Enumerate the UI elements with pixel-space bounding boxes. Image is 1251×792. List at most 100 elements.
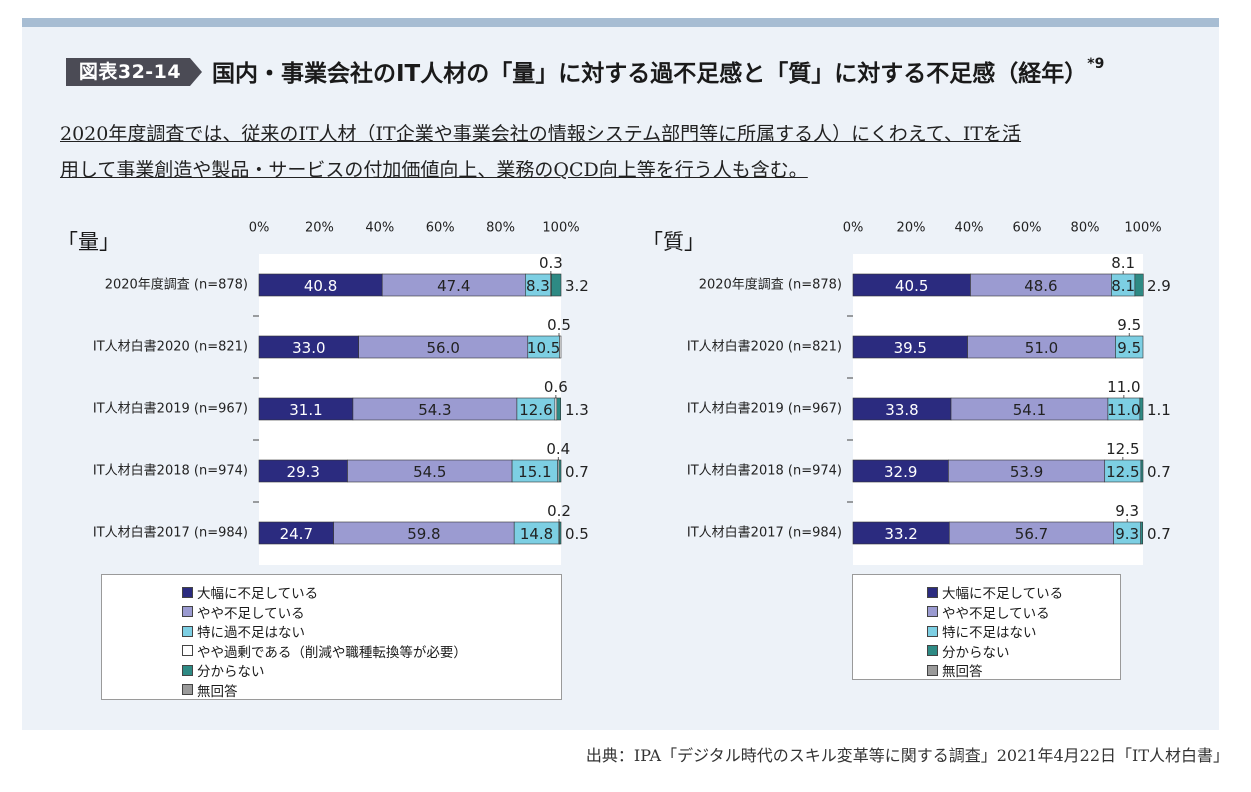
x-tick-label-quantity: 40%	[365, 221, 394, 236]
bar-data-label-quality: 12.5	[1106, 463, 1139, 481]
bar-data-label-quality: 33.8	[885, 401, 918, 419]
legend-swatch-quantity	[182, 625, 193, 637]
bar-data-label-quality: 54.1	[1013, 401, 1046, 419]
category-label-quality: IT人材白書2018 (n=974)	[687, 463, 842, 479]
legend-item-quality: 特に不足はない	[927, 621, 1037, 641]
bar-data-label-quantity: 40.8	[304, 277, 337, 295]
legend-label-quantity: 大幅に不足している	[197, 586, 319, 602]
x-tick-label-quantity: 80%	[486, 221, 515, 236]
category-label-quantity: 2020年度調査 (n=878)	[105, 277, 248, 293]
legend-item-quantity: 無回答	[182, 680, 238, 700]
legend-label-quantity: 分からない	[197, 664, 265, 680]
category-label-quality: IT人材白書2019 (n=967)	[687, 401, 842, 417]
bar-segment-quality	[1139, 397, 1144, 421]
chart-title-quantity: 「量」	[57, 230, 120, 254]
category-label-quantity: IT人材白書2017 (n=984)	[93, 525, 248, 541]
bar-data-label-quantity: 10.5	[527, 339, 560, 357]
bar-segment-quality	[1134, 273, 1144, 297]
legend-label-quantity: やや過剰である（削減や職種転換等が必要）	[197, 644, 467, 661]
x-tick-label-quality: 40%	[955, 221, 984, 236]
legend-label-quantity: やや不足している	[197, 605, 305, 622]
bar-data-label-quantity: 8.3	[526, 277, 550, 295]
bar-data-label-quality: 11.0	[1107, 401, 1140, 419]
bar-data-label-quantity: 14.8	[520, 525, 553, 543]
legend-swatch-quality	[927, 586, 938, 598]
figure-title: 国内・事業会社のIT人材の「量」に対する過不足感と「質」に対する不足感（経年）*…	[212, 54, 1104, 88]
legend-swatch-quality	[927, 606, 938, 617]
bar-data-label-right-quality: 0.7	[1147, 525, 1171, 543]
bar-data-label-quantity: 24.7	[280, 525, 313, 543]
legend-swatch-quantity	[182, 606, 193, 617]
x-tick-label-quality: 100%	[1124, 221, 1161, 236]
figure-number-badge	[66, 58, 202, 86]
bar-segment-quantity	[556, 397, 561, 421]
legend-item-quality: やや不足している	[927, 602, 1050, 622]
bar-data-label-quality: 9.3	[1115, 525, 1139, 543]
legend-label-quality: 無回答	[942, 664, 983, 680]
source-citation: 出典：IPA「デジタル時代のスキル変革等に関する調査」2021年4月22日「IT…	[585, 746, 1229, 765]
bar-segment-quantity	[551, 273, 562, 297]
legend-swatch-quantity	[182, 586, 193, 598]
bar-data-label-right-quality: 1.1	[1147, 401, 1171, 419]
bar-data-label-top-quantity: 0.3	[539, 254, 563, 272]
bar-data-label-quality: 51.0	[1025, 339, 1058, 357]
legend-item-quality: 無回答	[927, 660, 983, 680]
category-label-quantity: IT人材白書2020 (n=821)	[93, 339, 248, 355]
x-tick-label-quantity: 0%	[249, 221, 270, 236]
chart-title-quality: 「質」	[642, 230, 705, 254]
bar-data-label-quantity: 54.3	[418, 401, 451, 419]
bar-data-label-quality: 40.5	[895, 277, 928, 295]
bar-data-label-quantity: 54.5	[413, 463, 446, 481]
bar-data-label-quantity: 29.3	[287, 463, 320, 481]
bar-data-label-quality: 39.5	[894, 339, 927, 357]
figure-note-line-2: 用して事業創造や製品・サービスの付加価値向上、業務のQCD向上等を行う人も含む。	[60, 159, 808, 181]
bar-data-label-quality: 56.7	[1015, 525, 1048, 543]
bar-data-label-quantity: 47.4	[437, 277, 470, 295]
bar-data-label-top-quality: 9.5	[1117, 316, 1141, 334]
figure-top-bar	[22, 18, 1219, 27]
legend-label-quality: 特に不足はない	[942, 625, 1037, 641]
bar-data-label-right-quantity: 1.3	[565, 401, 589, 419]
legend-item-quality: 分からない	[927, 641, 1010, 661]
bar-segment-quantity	[558, 459, 562, 483]
bar-data-label-quality: 9.5	[1117, 339, 1141, 357]
legend-item-quantity: 特に過不足はない	[182, 621, 305, 641]
category-label-quality: IT人材白書2020 (n=821)	[687, 339, 842, 355]
bar-data-label-top-quality: 8.1	[1111, 254, 1135, 272]
legend-label-quantity: 特に過不足はない	[197, 625, 305, 641]
x-tick-label-quality: 0%	[843, 221, 864, 236]
x-tick-label-quality: 20%	[897, 221, 926, 236]
bar-data-label-top-quantity: 0.6	[544, 378, 568, 396]
figure-note-line-1: 2020年度調査では、従来のIT人材（IT企業や事業会社の情報システム部門等に所…	[60, 123, 1022, 145]
figure-number: 図表32-14	[78, 61, 182, 83]
bar-segment-quantity	[559, 521, 562, 545]
bar-segment-quality	[1140, 521, 1144, 545]
legend-item-quantity: やや不足している	[182, 602, 305, 622]
legend-item-quality: 大幅に不足している	[927, 582, 1063, 602]
x-tick-label-quantity: 100%	[542, 221, 579, 236]
bar-data-label-quality: 32.9	[884, 463, 917, 481]
category-label-quantity: IT人材白書2018 (n=974)	[93, 463, 248, 479]
legend-swatch-quantity	[182, 645, 193, 656]
figure-title-text: 国内・事業会社のIT人材の「量」に対する過不足感と「質」に対する不足感（経年）	[212, 61, 1088, 87]
legend-quality: 大幅に不足している やや不足している特に不足はない 分からない無回答	[852, 574, 1121, 680]
legend-label-quality: 大幅に不足している	[942, 586, 1064, 602]
bar-data-label-top-quantity: 0.4	[546, 440, 570, 458]
bar-data-label-top-quantity: 0.2	[547, 502, 571, 520]
bar-data-label-quality: 8.1	[1111, 277, 1135, 295]
bar-data-label-right-quality: 0.7	[1147, 463, 1171, 481]
bar-data-label-quantity: 56.0	[427, 339, 460, 357]
bar-data-label-top-quality: 9.3	[1115, 502, 1139, 520]
x-tick-label-quantity: 20%	[305, 221, 334, 236]
legend-label-quantity: 無回答	[197, 683, 238, 700]
figure-title-footnote-mark: *9	[1087, 56, 1105, 73]
legend-quantity: 大幅に不足している やや不足している 特に過不足はないやや過剰である（削減や職種転換…	[101, 574, 562, 700]
bar-segment-quality	[1140, 459, 1144, 483]
bar-data-label-top-quantity: 0.5	[547, 316, 571, 334]
bar-data-label-quantity: 31.1	[289, 401, 322, 419]
legend-item-quantity: 大幅に不足している	[182, 582, 318, 602]
bar-data-label-right-quantity: 3.2	[565, 277, 589, 295]
legend-swatch-quality	[927, 645, 938, 656]
legend-swatch-quality	[927, 625, 938, 637]
